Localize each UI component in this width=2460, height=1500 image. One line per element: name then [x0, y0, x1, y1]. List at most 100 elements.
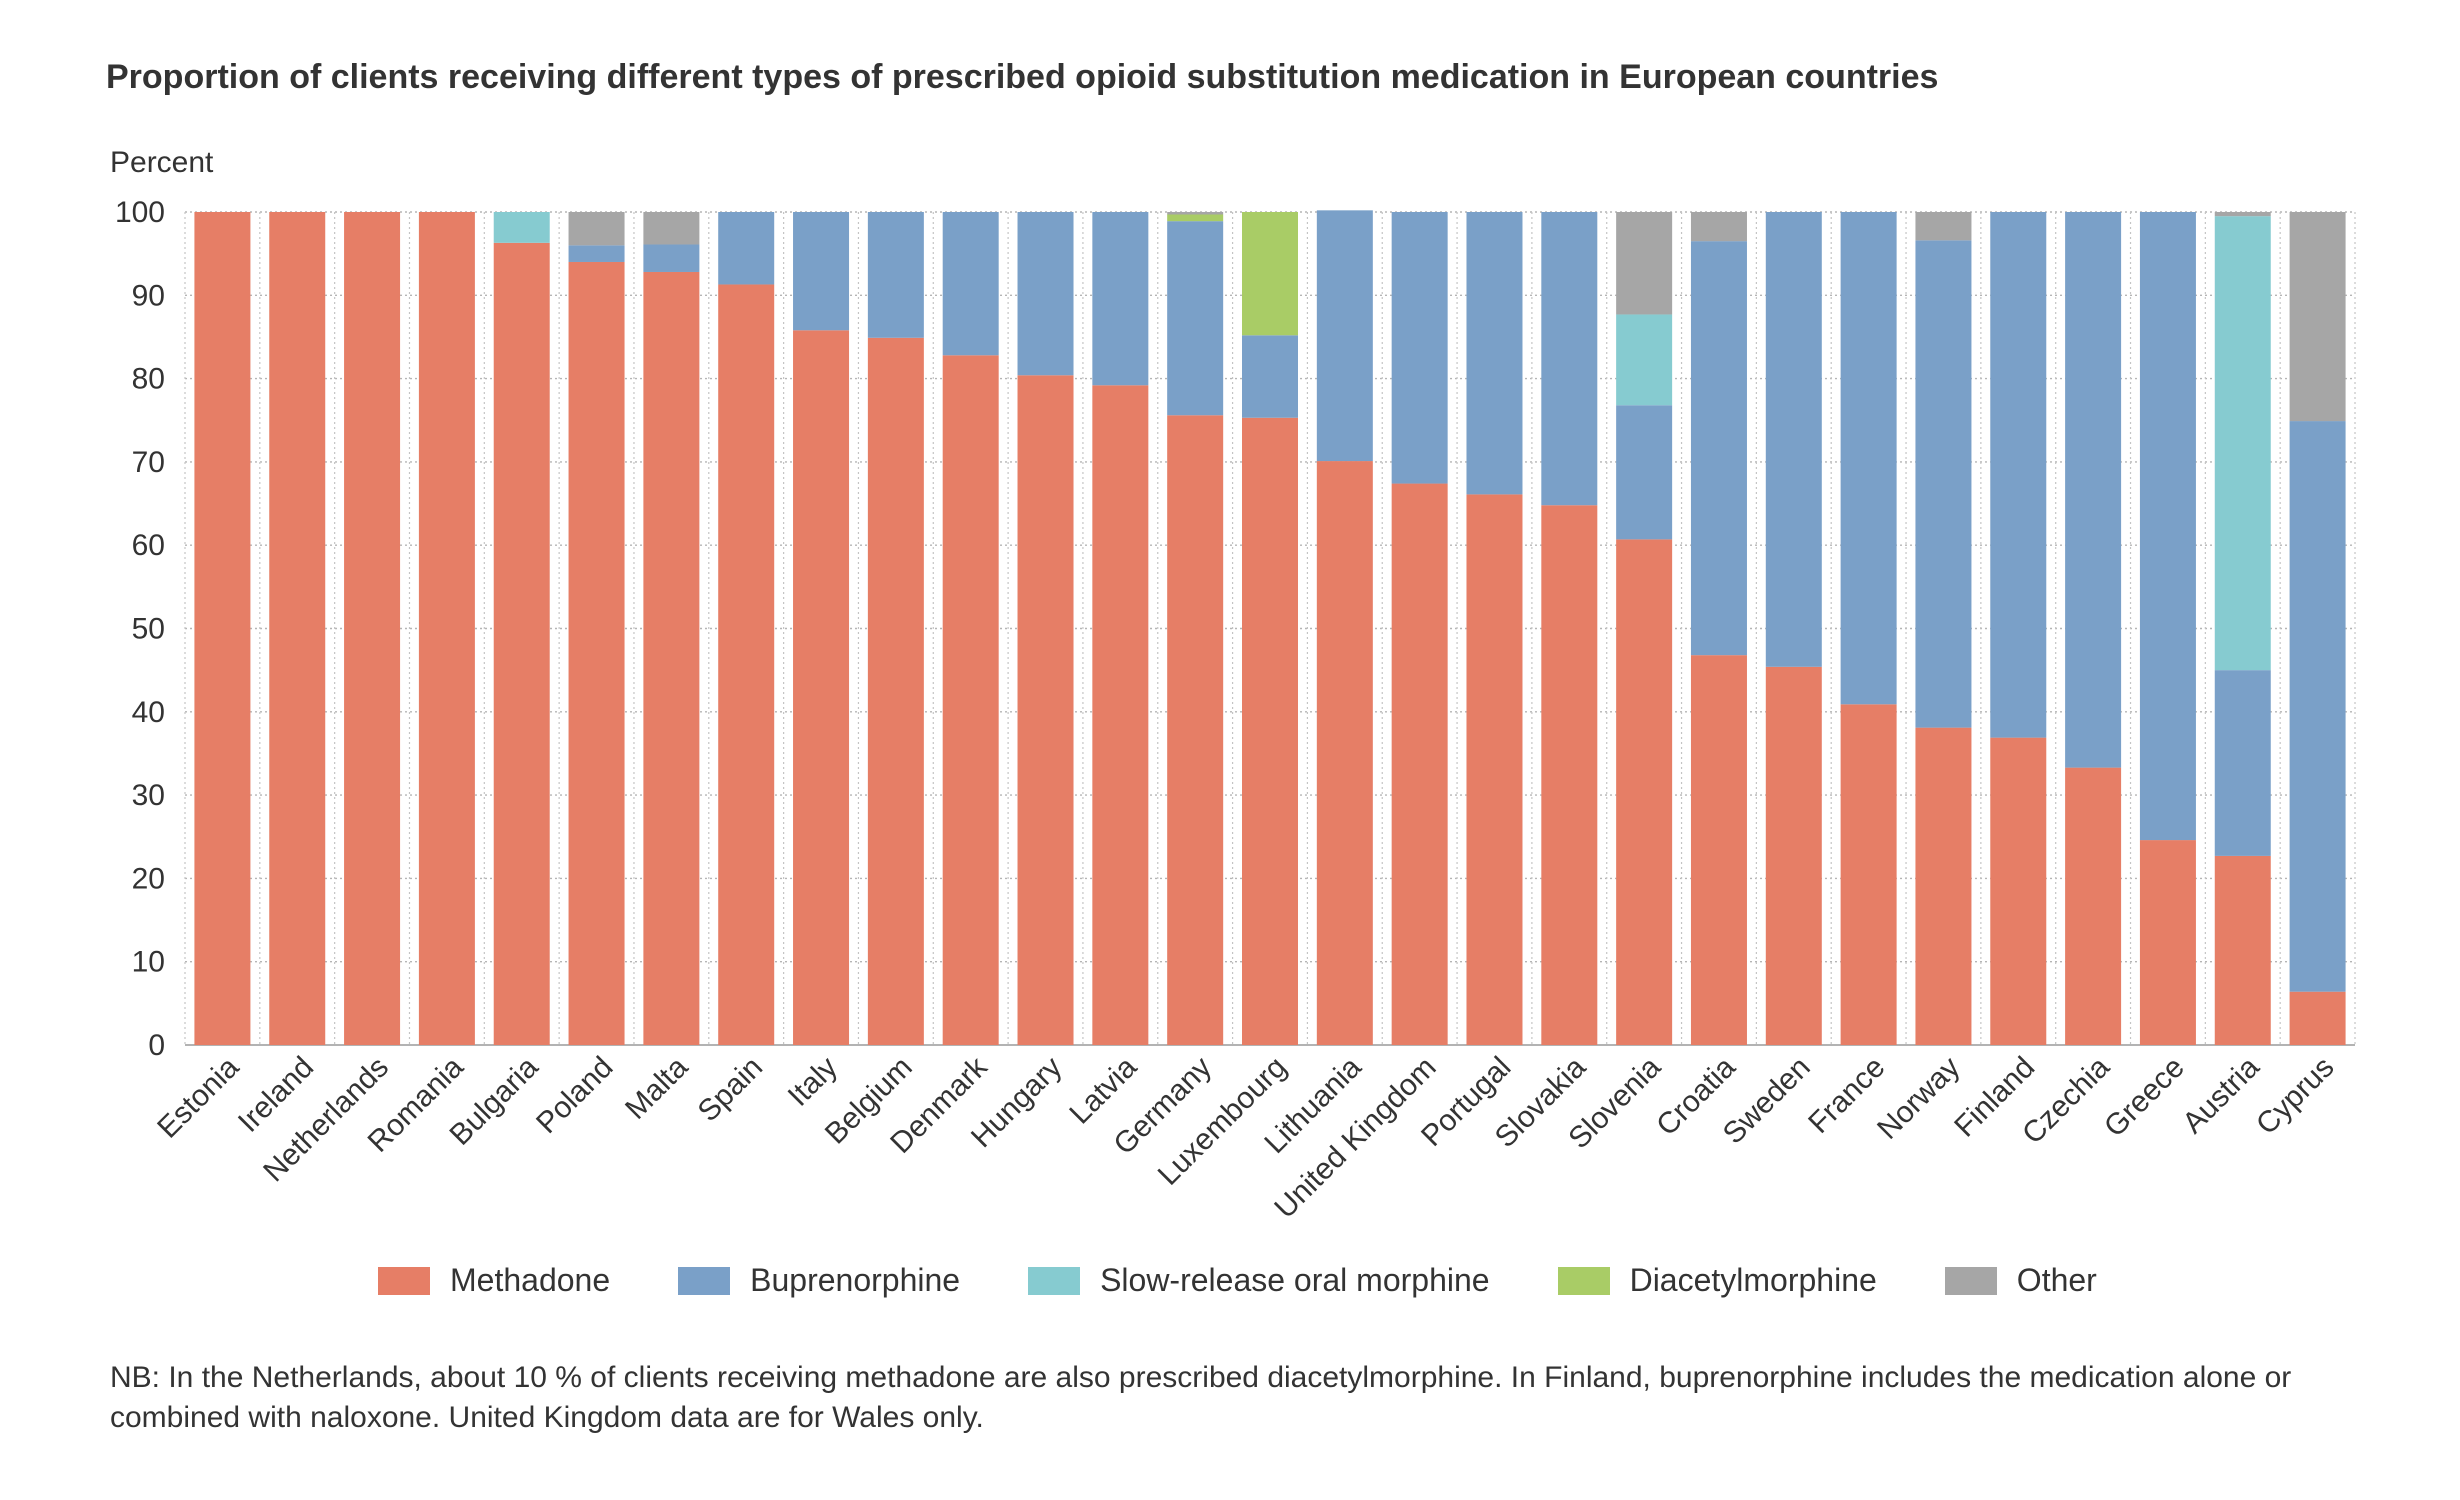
bar-methadone-united-kingdom	[1391, 483, 1448, 1046]
bar-buprenorphine-slovenia	[1616, 405, 1673, 540]
x-tick-label: Malta	[619, 1050, 694, 1125]
bar-buprenorphine-united-kingdom	[1391, 212, 1448, 484]
bar-buprenorphine-france	[1840, 212, 1897, 705]
bar-methadone-bulgaria	[493, 242, 550, 1046]
legend-swatch	[1557, 1266, 1610, 1295]
stacked-bar-chart: 0 10 20 30 40 50 60 70 80 90 100 Percent EstoniaIre…	[110, 146, 2356, 1225]
x-tick-label: Norway	[1871, 1051, 1966, 1146]
bar-diacetylmorphine-luxembourg	[1242, 212, 1298, 336]
bar-methadone-slovenia	[1616, 539, 1673, 1045]
y-axis: 0 10 20 30 40 50 60 70 80 90 100 Percent	[110, 146, 214, 1062]
bar-methadone-sweden	[1765, 666, 1822, 1045]
bar-buprenorphine-sweden	[1765, 212, 1822, 667]
bar-other-austria	[2214, 212, 2271, 217]
legend-label: Slow-release oral morphine	[1100, 1262, 1490, 1298]
bar-methadone-italy	[793, 330, 850, 1045]
bar-methadone-latvia	[1092, 385, 1149, 1045]
bar-buprenorphine-italy	[793, 212, 850, 331]
y-tick-label: 50	[132, 613, 165, 646]
x-tick-label: Greece	[2098, 1051, 2191, 1144]
bar-methadone-portugal	[1466, 494, 1523, 1046]
x-tick-label: Spain	[692, 1051, 770, 1129]
legend-item: Methadone	[378, 1262, 610, 1299]
y-tick-label: 90	[132, 279, 165, 312]
y-tick-label: 20	[132, 862, 165, 895]
legend: Methadone Buprenorphine Slow-release oral …	[378, 1262, 2165, 1299]
bar-other-croatia	[1690, 212, 1747, 242]
bar-methadone-estonia	[194, 212, 251, 1045]
x-tick-label: Cyprus	[2250, 1051, 2341, 1142]
bar-methadone-netherlands	[344, 212, 401, 1045]
legend-item: Buprenorphine	[678, 1262, 960, 1299]
bar-other-norway	[1915, 212, 1972, 241]
bar-methadone-poland	[568, 261, 625, 1046]
bar-buprenorphine-norway	[1915, 240, 1972, 728]
x-tick-label: Poland	[530, 1051, 619, 1140]
footnote: NB: In the Netherlands, about 10 % of cl…	[110, 1361, 2292, 1434]
bar-slow-release-oral-morphine-austria	[2214, 216, 2271, 671]
legend-swatch	[1028, 1266, 1081, 1295]
bar-methadone-france	[1840, 704, 1897, 1045]
bar-slow-release-oral-morphine-slovenia	[1616, 314, 1673, 406]
bar-methadone-malta	[643, 271, 700, 1045]
bar-methadone-czechia	[2065, 767, 2122, 1045]
bar-methadone-norway	[1915, 727, 1972, 1045]
y-tick-label: 70	[132, 446, 165, 479]
y-axis-label: Percent	[110, 146, 214, 179]
legend-swatch	[1944, 1266, 1997, 1295]
bar-buprenorphine-poland	[568, 245, 625, 262]
bar-slow-release-oral-morphine-bulgaria	[493, 212, 550, 243]
y-tick-label: 60	[132, 529, 165, 562]
legend-item: Slow-release oral morphine	[1028, 1262, 1490, 1299]
bar-other-slovenia	[1616, 212, 1673, 315]
bar-other-malta	[643, 212, 700, 245]
bar-methadone-spain	[718, 284, 775, 1045]
bar-methadone-denmark	[942, 355, 999, 1045]
bar-methadone-cyprus	[2289, 991, 2346, 1045]
legend-label: Diacetylmorphine	[1629, 1262, 1877, 1298]
bar-methadone-finland	[1990, 737, 2047, 1045]
x-tick-label: Austria	[2176, 1050, 2266, 1140]
legend-item: Diacetylmorphine	[1557, 1262, 1877, 1299]
bar-buprenorphine-croatia	[1690, 241, 1747, 656]
bar-buprenorphine-germany	[1167, 221, 1224, 416]
bar-diacetylmorphine-germany	[1167, 214, 1224, 222]
x-axis: EstoniaIrelandNetherlandsRomaniaBulgaria…	[151, 1050, 2340, 1225]
bar-other-cyprus	[2289, 212, 2346, 422]
bar-methadone-slovakia	[1541, 505, 1598, 1045]
bar-buprenorphine-luxembourg	[1242, 335, 1298, 418]
bar-other-poland	[568, 212, 625, 246]
bar-buprenorphine-czechia	[2065, 212, 2122, 768]
y-tick-label: 30	[132, 779, 165, 812]
x-tick-label: Estonia	[151, 1050, 245, 1144]
bar-buprenorphine-lithuania	[1316, 210, 1373, 462]
x-tick-label: Italy	[782, 1051, 844, 1113]
bar-buprenorphine-slovakia	[1541, 212, 1598, 506]
legend-label: Buprenorphine	[750, 1262, 961, 1298]
y-tick-label: 10	[132, 946, 165, 979]
bar-buprenorphine-belgium	[867, 212, 924, 338]
legend-item: Other	[1944, 1262, 2097, 1299]
bar-methadone-belgium	[867, 337, 924, 1046]
chart-title: Proportion of clients receiving differen…	[106, 58, 1939, 96]
bar-methadone-luxembourg	[1242, 417, 1298, 1046]
bar-methadone-ireland	[269, 212, 326, 1045]
bar-buprenorphine-cyprus	[2289, 421, 2346, 992]
y-tick-label: 100	[115, 196, 165, 229]
bar-methadone-greece	[2139, 840, 2196, 1045]
bar-methadone-croatia	[1690, 655, 1747, 1045]
bar-buprenorphine-hungary	[1017, 212, 1074, 376]
y-tick-label: 80	[132, 363, 165, 396]
y-tick-label: 40	[132, 696, 165, 729]
bar-buprenorphine-latvia	[1092, 212, 1149, 386]
bar-methadone-germany	[1167, 415, 1224, 1045]
bar-buprenorphine-greece	[2139, 212, 2196, 841]
bar-buprenorphine-austria	[2214, 670, 2271, 856]
bar-buprenorphine-spain	[718, 212, 775, 285]
bar-methadone-lithuania	[1316, 461, 1373, 1045]
legend-swatch	[378, 1266, 430, 1295]
legend-label: Methadone	[450, 1262, 611, 1298]
bar-buprenorphine-finland	[1990, 212, 2047, 738]
bar-buprenorphine-portugal	[1466, 212, 1523, 495]
bar-methadone-austria	[2214, 855, 2271, 1045]
